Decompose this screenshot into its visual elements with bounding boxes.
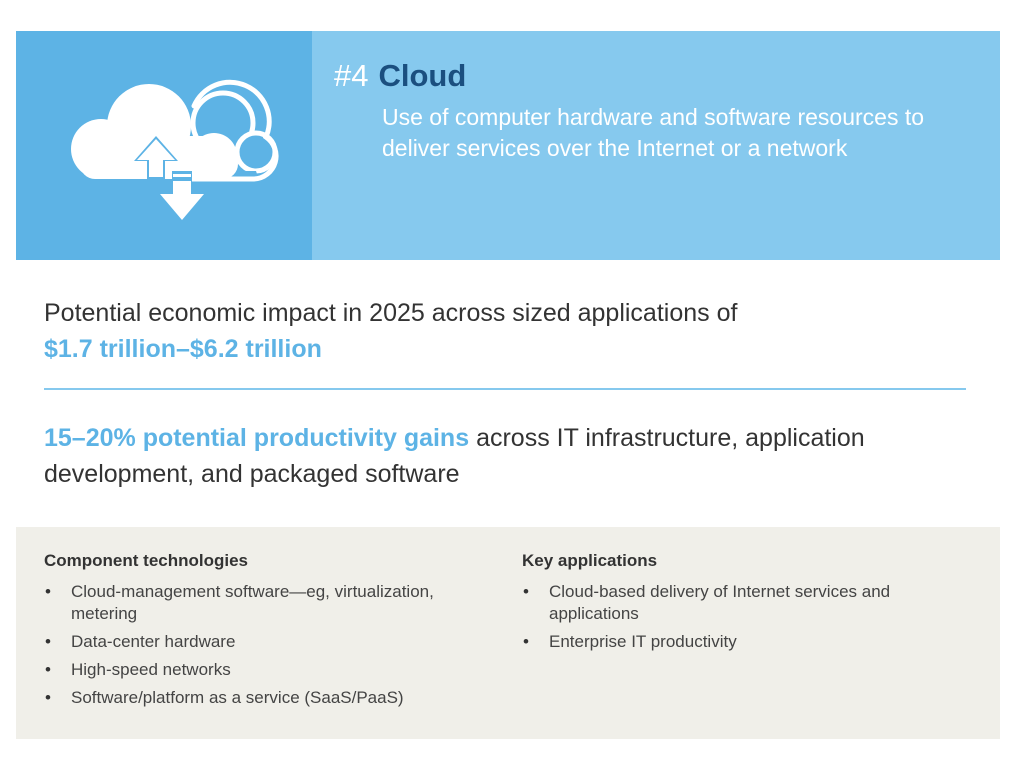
list-item: • Data-center hardware xyxy=(44,631,484,653)
cloud-upload-download-icon xyxy=(71,79,279,220)
list-item-text: Enterprise IT productivity xyxy=(549,632,737,651)
header-text: #4 Cloud Use of computer hardware and sof… xyxy=(334,58,974,164)
header-banner: #4 Cloud Use of computer hardware and sof… xyxy=(16,31,1000,260)
productivity-highlight: 15–20% potential productivity gains xyxy=(44,424,470,452)
bullet-icon: • xyxy=(523,582,529,601)
section-description: Use of computer hardware and software re… xyxy=(382,104,925,161)
component-technologies-column: Component technologies • Cloud-management… xyxy=(44,549,484,715)
divider xyxy=(44,388,966,390)
bullet-icon: • xyxy=(45,688,51,707)
impact-value: $1.7 trillion–$6.2 trillion xyxy=(44,335,322,363)
list-item: • Software/platform as a service (SaaS/Pa… xyxy=(44,687,484,709)
bullet-icon: • xyxy=(523,632,529,651)
productivity-text: across IT infrastructure, application de… xyxy=(44,424,865,488)
section-number: #4 xyxy=(334,58,369,93)
component-technologies-title: Component technologies xyxy=(44,551,248,570)
list-item-text: Cloud-based delivery of Internet service… xyxy=(549,582,891,623)
productivity-statement: 15–20% potential productivity gains acro… xyxy=(44,420,984,492)
list-item: • Cloud-based delivery of Internet servic… xyxy=(522,581,942,625)
details-panel: Component technologies • Cloud-management… xyxy=(16,527,1000,739)
list-item: • Enterprise IT productivity xyxy=(522,631,942,653)
list-item: • Cloud-management software—eg, virtualiz… xyxy=(44,581,484,625)
list-item-text: Data-center hardware xyxy=(71,632,236,651)
header-heading: #4 Cloud xyxy=(334,58,974,94)
impact-label: Potential economic impact in 2025 across… xyxy=(44,299,738,327)
bullet-icon: • xyxy=(45,660,51,679)
list-item-text: Cloud-management software—eg, virtualiza… xyxy=(71,582,434,623)
list-item-text: Software/platform as a service (SaaS/Paa… xyxy=(71,688,404,707)
list-item: • High-speed networks xyxy=(44,659,484,681)
bullet-icon: • xyxy=(45,582,51,601)
section-title: Cloud xyxy=(378,58,467,93)
list-item-text: High-speed networks xyxy=(71,660,231,679)
economic-impact: Potential economic impact in 2025 across… xyxy=(44,296,974,368)
key-applications-list: • Cloud-based delivery of Internet servic… xyxy=(522,581,942,653)
bullet-icon: • xyxy=(45,632,51,651)
icon-panel xyxy=(16,31,312,260)
key-applications-title: Key applications xyxy=(522,551,658,570)
component-technologies-list: • Cloud-management software—eg, virtualiz… xyxy=(44,581,484,709)
key-applications-column: Key applications • Cloud-based delivery o… xyxy=(522,549,942,659)
